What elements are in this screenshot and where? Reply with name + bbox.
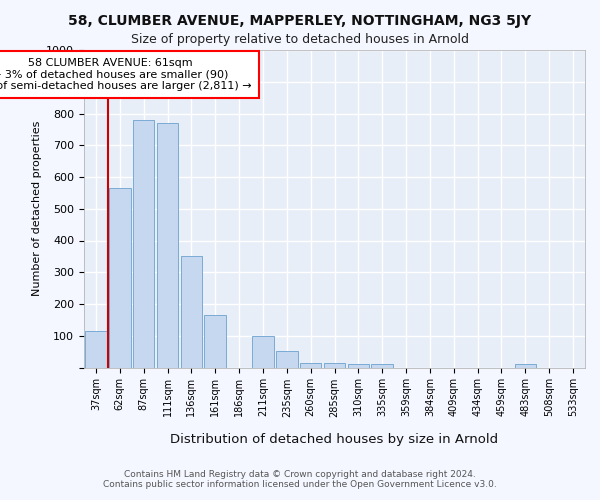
Text: Contains HM Land Registry data © Crown copyright and database right 2024.
Contai: Contains HM Land Registry data © Crown c…	[103, 470, 497, 489]
Text: 58, CLUMBER AVENUE, MAPPERLEY, NOTTINGHAM, NG3 5JY: 58, CLUMBER AVENUE, MAPPERLEY, NOTTINGHA…	[68, 14, 532, 28]
Bar	[205, 315, 226, 368]
Bar	[109, 188, 131, 368]
Bar	[181, 256, 202, 368]
Bar	[276, 351, 298, 368]
Bar	[300, 362, 322, 368]
Text: 58 CLUMBER AVENUE: 61sqm
← 3% of detached houses are smaller (90)
97% of semi-de: 58 CLUMBER AVENUE: 61sqm ← 3% of detache…	[0, 58, 252, 91]
Text: Size of property relative to detached houses in Arnold: Size of property relative to detached ho…	[131, 32, 469, 46]
Bar	[324, 362, 345, 368]
Bar	[133, 120, 154, 368]
Bar	[515, 364, 536, 368]
Text: Distribution of detached houses by size in Arnold: Distribution of detached houses by size …	[170, 432, 499, 446]
Bar	[371, 364, 393, 368]
Y-axis label: Number of detached properties: Number of detached properties	[32, 121, 42, 296]
Bar	[347, 364, 369, 368]
Bar	[157, 123, 178, 368]
Bar	[252, 336, 274, 368]
Bar	[85, 331, 107, 368]
